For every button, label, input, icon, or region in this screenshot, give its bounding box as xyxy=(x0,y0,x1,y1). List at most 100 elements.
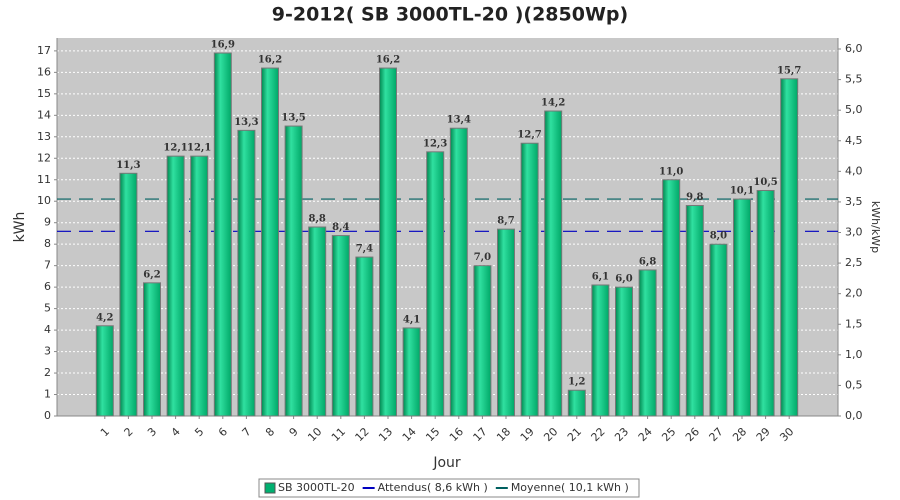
value-label: 11,0 xyxy=(659,166,683,177)
plot-area xyxy=(57,38,838,416)
bar xyxy=(95,325,114,417)
bar xyxy=(685,205,704,417)
x-tick-label: 14 xyxy=(400,425,419,444)
value-label: 8,8 xyxy=(308,214,325,225)
bar xyxy=(638,269,657,417)
y2-tick-label: 5,5 xyxy=(845,73,863,86)
y-tick-label: 9 xyxy=(44,216,51,229)
value-label: 1,2 xyxy=(568,377,585,388)
x-tick-label: 1 xyxy=(98,425,112,439)
value-label: 12,7 xyxy=(517,130,541,141)
x-tick-label: 21 xyxy=(565,425,584,444)
bar xyxy=(355,256,374,417)
x-tick-label: 18 xyxy=(494,425,513,444)
value-label: 10,1 xyxy=(730,186,754,197)
y-tick-label: 17 xyxy=(37,44,51,57)
value-label: 7,0 xyxy=(474,252,491,263)
value-label: 13,4 xyxy=(447,115,471,126)
bar xyxy=(308,226,327,417)
legend-swatch xyxy=(264,482,276,494)
value-label: 8,7 xyxy=(497,216,514,227)
chart-title: 9-2012( SB 3000TL-20 )(2850Wp) xyxy=(272,4,628,26)
value-label: 13,5 xyxy=(281,113,305,124)
bar xyxy=(497,228,515,417)
x-tick-label: 3 xyxy=(145,425,159,439)
value-label: 6,1 xyxy=(592,271,609,282)
y2-axis-label: kWh/kWp xyxy=(869,201,882,253)
x-tick-label: 23 xyxy=(612,425,631,444)
value-label: 8,4 xyxy=(332,222,349,233)
y-tick-label: 12 xyxy=(37,151,51,164)
y2-tick-label: 4,5 xyxy=(845,134,863,147)
y-tick-label: 1 xyxy=(44,388,51,401)
value-label: 16,2 xyxy=(376,55,400,66)
y-tick-label: 16 xyxy=(37,65,51,78)
y-tick-label: 15 xyxy=(37,87,51,100)
x-axis-label: Jour xyxy=(432,455,461,471)
y-tick-label: 8 xyxy=(44,237,51,250)
bar xyxy=(780,78,799,417)
x-tick-label: 28 xyxy=(730,425,749,444)
y-tick-label: 14 xyxy=(37,108,51,121)
y2-tick-label: 4,0 xyxy=(845,164,863,177)
bar xyxy=(261,67,279,417)
value-label: 12,3 xyxy=(423,138,447,149)
x-tick-label: 26 xyxy=(683,425,702,444)
x-tick-label: 10 xyxy=(305,425,324,444)
x-tick-label: 15 xyxy=(423,425,442,444)
y-tick-label: 3 xyxy=(44,345,51,358)
y-tick-label: 10 xyxy=(37,194,51,207)
bar xyxy=(544,110,563,417)
x-tick-label: 13 xyxy=(376,425,395,444)
bar xyxy=(166,155,185,417)
x-tick-label: 19 xyxy=(518,425,537,444)
x-tick-label: 17 xyxy=(471,425,490,444)
bar xyxy=(615,286,633,417)
y2-tick-label: 1,0 xyxy=(845,348,863,361)
value-label: 10,5 xyxy=(753,177,777,188)
bar xyxy=(237,129,256,417)
y2-tick-label: 1,5 xyxy=(845,317,863,330)
bar xyxy=(143,282,161,417)
bar xyxy=(379,67,397,417)
y2-tick-label: 5,0 xyxy=(845,103,863,116)
x-tick-label: 7 xyxy=(240,425,254,439)
value-label: 15,7 xyxy=(777,65,801,76)
bar xyxy=(213,52,232,417)
x-tick-label: 16 xyxy=(447,425,466,444)
x-tick-label: 30 xyxy=(777,425,796,444)
bar xyxy=(567,389,586,417)
y-tick-label: 7 xyxy=(44,259,51,272)
value-label: 12,1 xyxy=(187,143,211,154)
bar xyxy=(520,142,539,417)
value-label: 4,2 xyxy=(96,312,113,323)
y2-tick-label: 6,0 xyxy=(845,42,863,55)
y-axis-label: kWh xyxy=(12,212,28,243)
bar xyxy=(402,327,421,417)
x-tick-label: 12 xyxy=(353,425,372,444)
x-tick-label: 11 xyxy=(329,425,348,444)
value-label: 4,1 xyxy=(403,314,420,325)
x-tick-label: 2 xyxy=(122,425,136,439)
bar xyxy=(426,151,445,417)
value-label: 16,2 xyxy=(258,55,282,66)
value-label: 9,8 xyxy=(686,192,703,203)
value-label: 14,2 xyxy=(541,98,565,109)
bar xyxy=(284,125,303,417)
x-tick-label: 24 xyxy=(636,425,655,444)
legend xyxy=(258,478,640,498)
value-label: 11,3 xyxy=(116,160,140,171)
y2-tick-label: 0,0 xyxy=(845,409,863,422)
bar xyxy=(591,284,610,417)
legend-label: Attendus( 8,6 kWh ) xyxy=(378,481,488,494)
bar xyxy=(331,235,350,417)
x-tick-label: 6 xyxy=(216,425,230,439)
y-tick-label: 13 xyxy=(37,130,51,143)
bar xyxy=(190,155,209,417)
value-label: 6,8 xyxy=(639,256,656,267)
bar xyxy=(662,179,681,417)
x-tick-label: 4 xyxy=(169,425,183,439)
legend-label: Moyenne( 10,1 kWh ) xyxy=(511,481,629,494)
x-tick-label: 20 xyxy=(541,425,560,444)
